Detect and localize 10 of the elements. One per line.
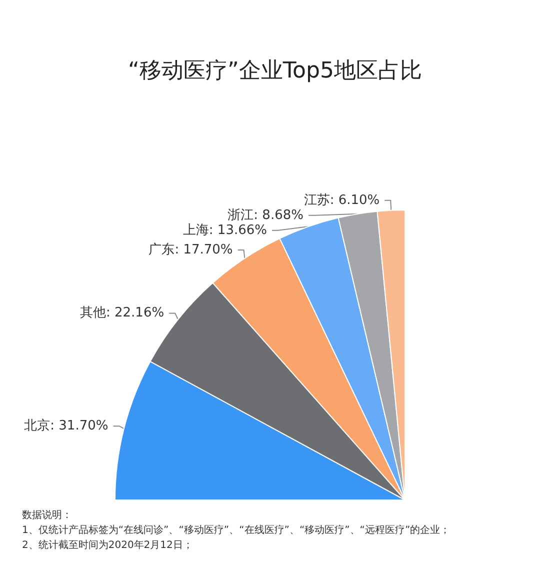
slice-label: 北京: 31.70% xyxy=(24,418,108,434)
text: 2、统计截至时间为2020年2月12日； xyxy=(22,538,194,553)
text: 数据说明： xyxy=(22,509,73,523)
slice-label: 其他: 22.16% xyxy=(80,306,164,321)
slice-label: 江苏: 6.10% xyxy=(304,192,380,208)
slice-label: 浙江: 8.68% xyxy=(228,208,304,223)
slice-label: 上海: 13.66% xyxy=(182,222,268,238)
text: 1、仅统计产品标签为“在线问诊”、“移动医疗”、“在线医疗”、“移动医疗”、“远程医疗”的企业； xyxy=(22,524,450,538)
chart-title: “移动医疗”企业Top5地区占比 xyxy=(128,58,422,84)
slice-label: 广东: 17.70% xyxy=(148,242,233,258)
